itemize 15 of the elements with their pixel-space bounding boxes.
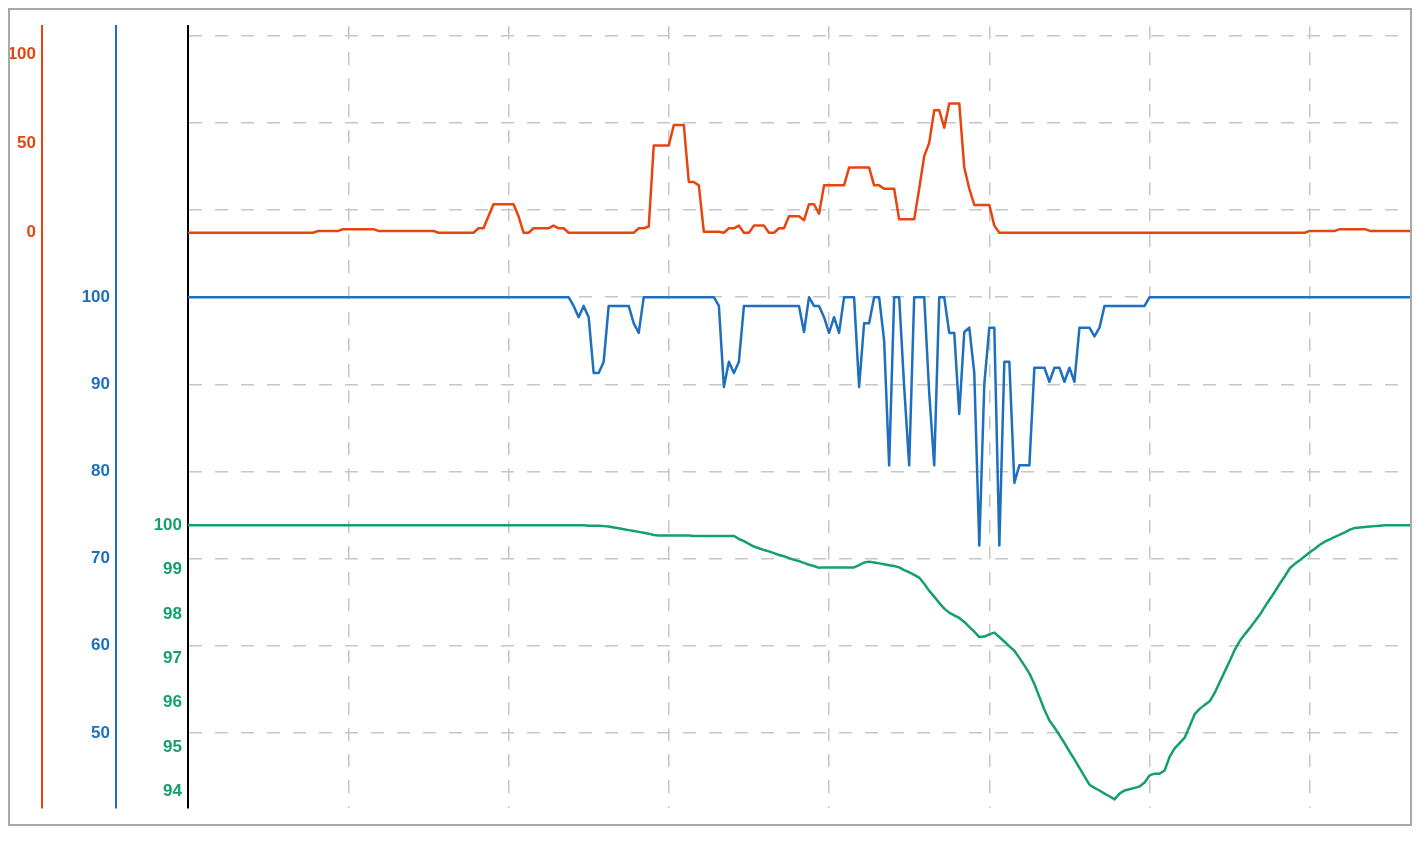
y-tick-label: 97 <box>163 648 182 667</box>
y-tick-label: 99 <box>163 559 182 579</box>
y-tick-label: 98 <box>163 603 182 623</box>
y2-tick-label: 80 <box>91 461 110 481</box>
y3-tick-label: 0 <box>26 222 36 242</box>
y2-tick-label: 60 <box>91 635 110 655</box>
y-tick-label: 96 <box>163 692 182 712</box>
y2-tick-label: 50 <box>91 722 110 742</box>
y-tick-label: 95 <box>163 736 182 756</box>
y2-tick-label: 70 <box>91 548 110 568</box>
y2-tick-label: 90 <box>91 374 110 394</box>
y-tick-label: 100 <box>153 514 182 534</box>
y-tick-label: 94 <box>163 781 183 801</box>
y2-tick-label: 100 <box>81 286 110 306</box>
y3-tick-label: 50 <box>17 133 36 153</box>
